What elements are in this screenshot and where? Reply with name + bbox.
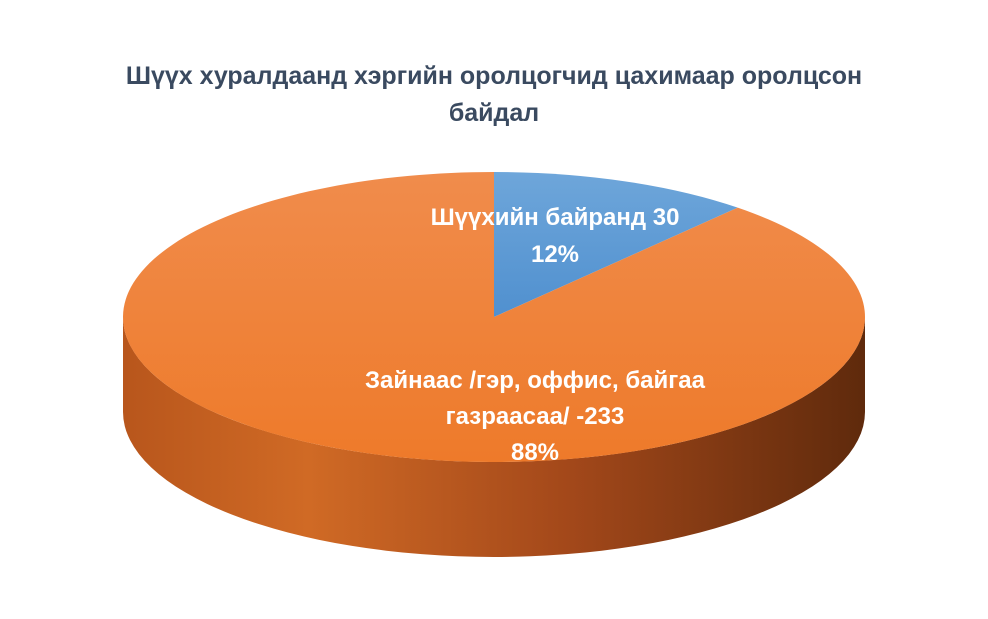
slice-label-0-line-0: Шүүхийн байранд 30 xyxy=(431,204,680,231)
pie-top-face xyxy=(123,172,866,462)
pie-labels: Шүүхийн байранд 30 12% Зайнаас /гэр, оффис… xyxy=(365,204,706,466)
chart-title: Шүүх хуралдаанд хэргийн оролцогчид цахим… xyxy=(125,62,863,127)
slice-label-1: Зайнаас /гэр, оффис, байгаа газраасаа/ -2… xyxy=(365,367,706,466)
slice-label-1-line-2: 88% xyxy=(511,439,559,466)
pie-slice-0 xyxy=(494,172,738,317)
pie-slice-1 xyxy=(123,172,866,462)
slice-label-1-line-1: газраасаа/ -233 xyxy=(446,403,625,430)
pie-side-wall-shape xyxy=(123,317,865,557)
slice-label-0: Шүүхийн байранд 30 12% xyxy=(431,204,680,268)
slice-label-1-line-0: Зайнаас /гэр, оффис, байгаа xyxy=(365,367,706,394)
pie-side-wall xyxy=(123,317,865,557)
slice-label-0-line-1: 12% xyxy=(531,241,579,268)
